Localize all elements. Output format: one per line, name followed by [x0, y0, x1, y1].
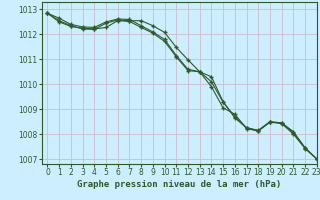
X-axis label: Graphe pression niveau de la mer (hPa): Graphe pression niveau de la mer (hPa) [77, 180, 281, 189]
